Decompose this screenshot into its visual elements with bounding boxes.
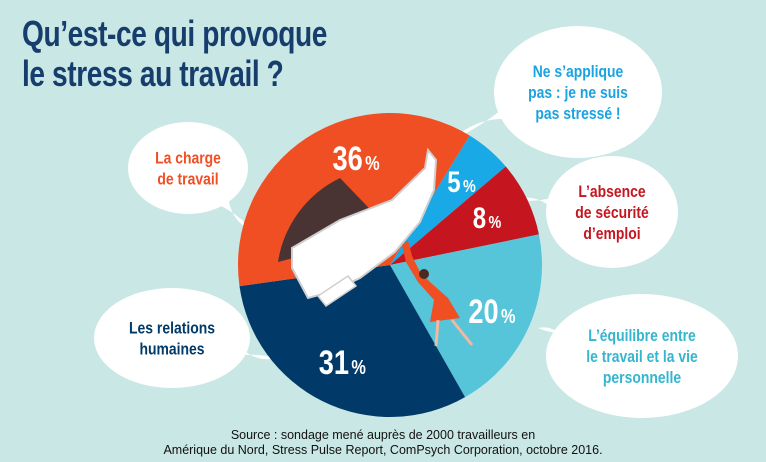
percent-unit: % bbox=[501, 304, 516, 327]
page-title: Qu’est-ce qui provoque le stress au trav… bbox=[22, 14, 327, 94]
slice-category-label: personnelle bbox=[603, 369, 681, 388]
slice-category-label: pas : je ne suis bbox=[528, 84, 628, 103]
bubble-body bbox=[546, 156, 678, 268]
percent-label: 8% bbox=[473, 201, 502, 235]
percent-label: 20% bbox=[468, 292, 515, 331]
slice-category-label: d’emploi bbox=[583, 225, 640, 244]
percent-value: 36 bbox=[332, 139, 362, 178]
bubble-body bbox=[94, 288, 250, 388]
title-line-1: Qu’est-ce qui provoque bbox=[22, 13, 328, 54]
percent-unit: % bbox=[489, 213, 502, 233]
title-line-2: le stress au travail ? bbox=[22, 53, 284, 94]
slice-category-label: de sécurité bbox=[575, 204, 649, 223]
bubble-body bbox=[494, 26, 662, 158]
speech-bubble bbox=[128, 122, 252, 230]
bubble-body bbox=[546, 294, 738, 418]
percent-unit: % bbox=[463, 177, 476, 197]
source-line-1: Source : sondage mené auprès de 2000 tra… bbox=[230, 428, 536, 442]
slice-category-label: humaines bbox=[139, 340, 204, 359]
speech-bubble bbox=[538, 294, 738, 418]
speech-bubble bbox=[94, 288, 276, 388]
slice-category-label: La charge bbox=[155, 149, 221, 168]
slice-category-label: le travail et la vie bbox=[586, 348, 698, 367]
percent-value: 8 bbox=[473, 201, 486, 235]
source-line-2: Amérique du Nord, Stress Pulse Report, C… bbox=[163, 443, 603, 457]
percent-value: 31 bbox=[319, 343, 349, 382]
percent-value: 5 bbox=[447, 164, 460, 198]
percent-label: 5% bbox=[447, 164, 476, 198]
percent-value: 20 bbox=[468, 292, 498, 331]
slice-category-label: L’équilibre entre bbox=[588, 327, 696, 346]
boot-illustration bbox=[278, 147, 474, 347]
percent-unit: % bbox=[351, 355, 366, 378]
slice-category-label: L’absence bbox=[578, 183, 646, 202]
slice-category-label: pas stressé ! bbox=[535, 105, 620, 124]
pie-slice bbox=[390, 135, 506, 265]
boot-heel bbox=[316, 274, 358, 308]
woman-figure bbox=[402, 240, 460, 322]
percent-label: 31% bbox=[319, 343, 366, 382]
woman-head bbox=[419, 269, 429, 279]
percent-label: 36% bbox=[332, 139, 379, 178]
pie-slice bbox=[239, 265, 466, 417]
slice-category-label: Les relations bbox=[129, 319, 215, 338]
speech-bubble bbox=[452, 26, 662, 158]
woman-legs bbox=[434, 319, 474, 347]
pie-slice bbox=[390, 166, 539, 265]
bubble-body bbox=[128, 122, 248, 214]
slice-category-label: Ne s’applique bbox=[533, 63, 624, 82]
slice-category-label: de travail bbox=[157, 170, 218, 189]
percent-unit: % bbox=[365, 151, 380, 174]
source-note: Source : sondage mené auprès de 2000 tra… bbox=[0, 428, 766, 458]
